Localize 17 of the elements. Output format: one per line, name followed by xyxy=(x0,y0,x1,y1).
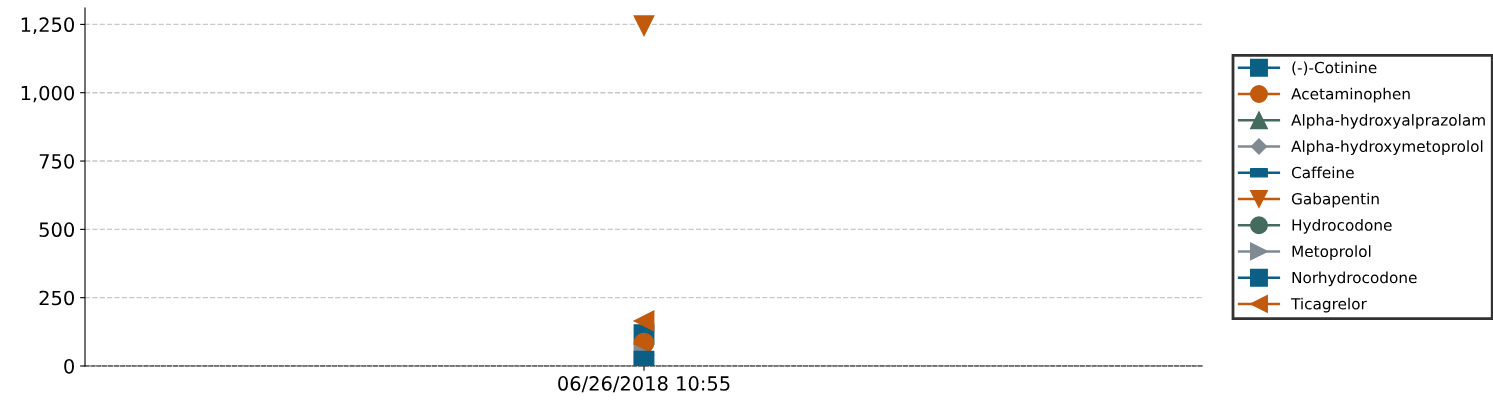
y-tick-label: 1,000 xyxy=(21,85,74,103)
legend-label: Norhydrocodone xyxy=(1292,271,1417,287)
legend-label: Acetaminophen xyxy=(1291,87,1410,103)
y-tick-label: 750 xyxy=(39,153,74,169)
legend-label: Ticagrelor xyxy=(1291,297,1367,313)
legend-label: Metoprolol xyxy=(1292,245,1371,260)
x-tick-label: 06/26/2018 10:55 xyxy=(558,376,730,393)
legend-label: Alpha-hydroxyalprazolam xyxy=(1291,114,1485,129)
legend-label: Alpha-hydroxymetoprolol xyxy=(1291,140,1483,156)
legend-label: (-)-Cotinine xyxy=(1292,61,1377,76)
legend-label: Hydrocodone xyxy=(1292,218,1392,234)
legend-label: Caffeine xyxy=(1291,166,1354,179)
y-tick-label: 0 xyxy=(64,358,74,374)
y-tick-label: 1,250 xyxy=(21,17,74,35)
y-tick-label: 250 xyxy=(39,290,74,306)
legend-label: Gabapentin xyxy=(1291,192,1379,208)
y-tick-label: 500 xyxy=(39,222,74,238)
